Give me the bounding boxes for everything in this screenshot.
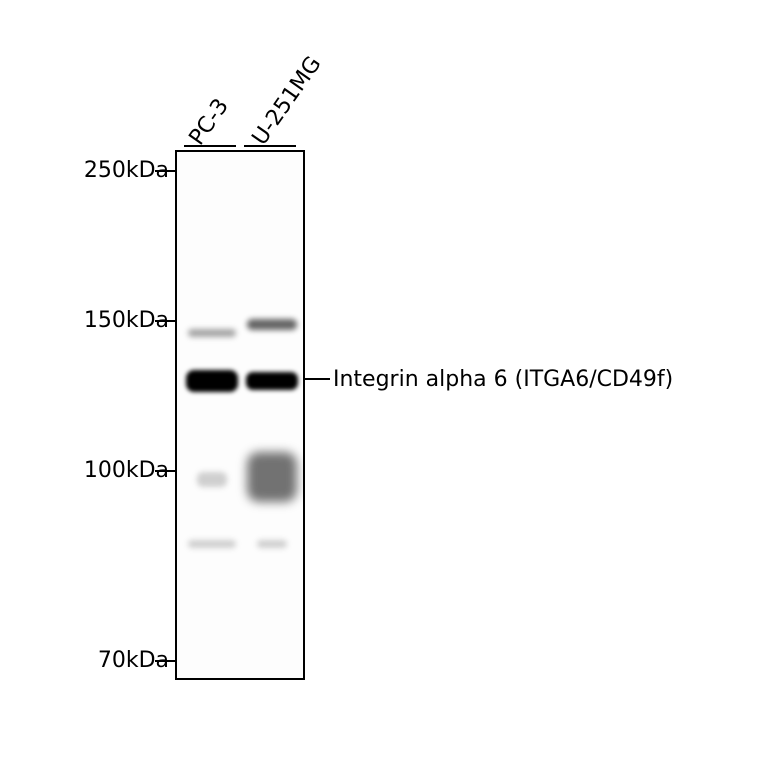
mw-tick [155, 170, 175, 172]
lane-label-pc3: PC-3 [185, 94, 234, 150]
lane-label-u251mg: U-251MG [248, 52, 327, 150]
lane-underline [244, 145, 296, 147]
target-tick [305, 378, 330, 380]
band-target-lane0 [186, 370, 238, 392]
band-150-lane0 [188, 329, 236, 337]
band-faint-lane0-100 [197, 472, 227, 487]
western-blot-figure: PC-3 U-251MG 250kDa 150kDa 100kDa 70kDa … [0, 0, 764, 764]
band-150-lane1 [247, 319, 297, 330]
band-smudge-lane1 [247, 452, 297, 502]
band-faint-lane0-80 [188, 540, 236, 548]
target-label: Integrin alpha 6 (ITGA6/CD49f) [333, 367, 673, 392]
band-faint-lane1-80 [257, 540, 287, 548]
mw-tick [155, 320, 175, 322]
lane-underline [184, 145, 236, 147]
band-target-lane1 [246, 372, 298, 390]
mw-tick [155, 660, 175, 662]
mw-tick [155, 470, 175, 472]
blot-strip [175, 150, 305, 680]
